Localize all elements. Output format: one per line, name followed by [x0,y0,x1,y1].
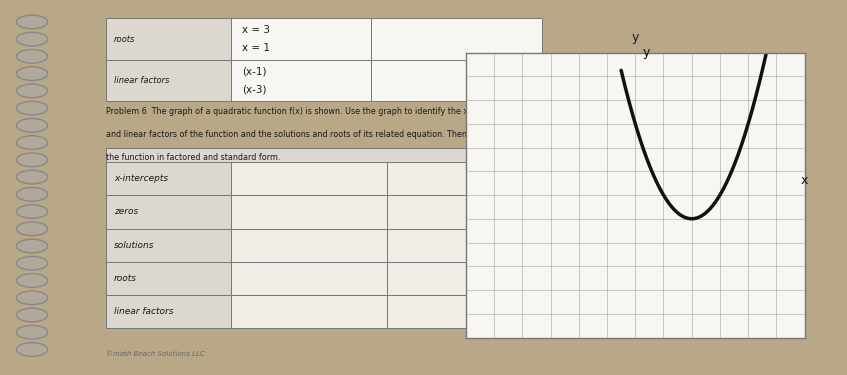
Bar [106,148,527,162]
Ellipse shape [16,170,47,184]
Ellipse shape [16,188,47,201]
Text: roots: roots [113,34,136,44]
Ellipse shape [16,222,47,236]
Text: x-intercepts: x-intercepts [113,174,168,183]
Text: y: y [642,46,650,59]
Text: zeros: zeros [113,207,138,216]
Text: roots: roots [113,274,137,283]
Text: and linear factors of the function and the solutions and roots of its related eq: and linear factors of the function and t… [106,130,556,139]
Bar [106,195,230,228]
Bar [371,60,542,101]
Bar [230,60,371,101]
Ellipse shape [16,343,47,356]
Bar [386,262,527,295]
Bar [106,228,230,262]
Bar [230,162,386,195]
Ellipse shape [16,84,47,98]
Bar [106,162,230,195]
Ellipse shape [16,101,47,115]
Bar [230,228,386,262]
Bar [230,18,371,60]
Ellipse shape [16,32,47,46]
Ellipse shape [16,308,47,322]
Bar [371,18,542,60]
Bar [106,18,230,60]
Text: linear factors: linear factors [113,76,169,85]
Text: Problem 6  The graph of a quadratic function f(x) is shown. Use the graph to ide: Problem 6 The graph of a quadratic funct… [106,106,540,116]
Ellipse shape [16,67,47,81]
Text: solutions: solutions [113,241,154,250]
Text: x = 3: x = 3 [242,25,270,35]
Bar [230,195,386,228]
Text: x = 1: x = 1 [242,43,270,53]
Ellipse shape [16,256,47,270]
Bar [106,262,230,295]
Bar [230,262,386,295]
Text: x: x [801,174,808,187]
Text: (x-1): (x-1) [242,66,267,76]
Ellipse shape [16,326,47,339]
Bar [230,295,386,328]
Ellipse shape [16,153,47,166]
Ellipse shape [16,274,47,287]
Ellipse shape [16,50,47,63]
Text: y: y [632,31,639,44]
Bar [386,295,527,328]
Text: ©math Beach Solutions LLC: ©math Beach Solutions LLC [106,351,205,357]
Bar [106,295,230,328]
Ellipse shape [16,291,47,304]
Text: linear factors: linear factors [113,307,174,316]
Ellipse shape [16,15,47,29]
Text: (x-3): (x-3) [242,84,267,94]
Ellipse shape [16,239,47,253]
Bar [386,162,527,195]
Bar [386,195,527,228]
Bar [386,228,527,262]
Ellipse shape [16,205,47,218]
Text: the function in factored and standard form.: the function in factored and standard fo… [106,153,280,162]
Ellipse shape [16,118,47,132]
Ellipse shape [16,136,47,149]
Bar [106,60,230,101]
